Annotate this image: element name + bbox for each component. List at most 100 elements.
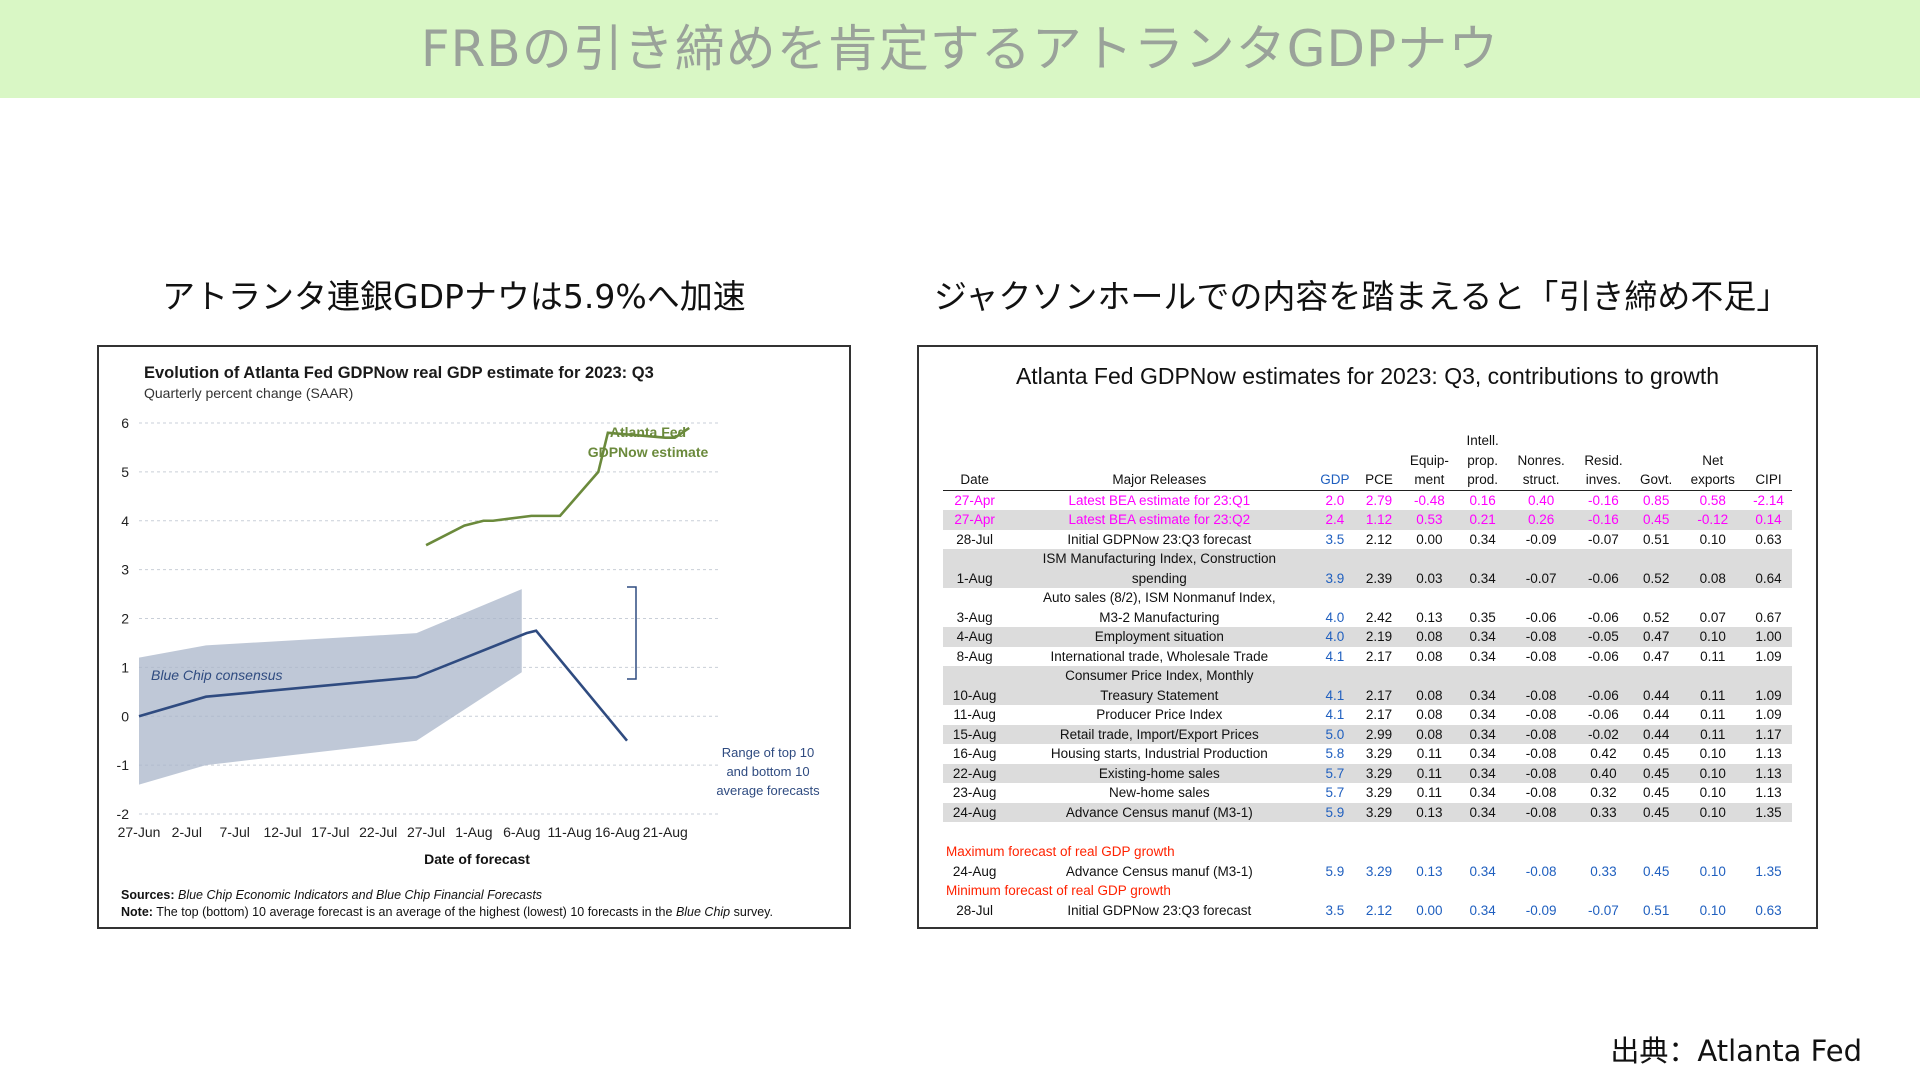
table-header-cell: Date bbox=[943, 431, 1007, 491]
value-cell: 0.21 bbox=[1458, 510, 1508, 530]
value-cell: 1.35 bbox=[1744, 802, 1792, 822]
left-subtitle: アトランタ連銀GDPナウは5.9%へ加速 bbox=[162, 277, 746, 316]
value-cell: -0.08 bbox=[1507, 666, 1576, 705]
value-cell: 0.10 bbox=[1699, 785, 1726, 800]
value-cell: 3.29 bbox=[1357, 763, 1401, 783]
release-cell: Initial GDPNow 23:Q3 forecast bbox=[1067, 902, 1252, 918]
value-cell: 0.34 bbox=[1458, 666, 1508, 705]
value-cell: -0.08 bbox=[1525, 863, 1557, 879]
range-annotation-line1: Range of top 10 bbox=[722, 745, 815, 760]
value-cell: 0.44 bbox=[1631, 724, 1681, 744]
value-cell: 0.13 bbox=[1416, 863, 1443, 879]
date-cell: 27-Apr bbox=[954, 492, 995, 508]
source-label: Sources: bbox=[121, 888, 175, 902]
value-cell: 0.34 bbox=[1469, 746, 1496, 761]
date-cell: 4-Aug bbox=[943, 627, 1007, 647]
gdpnow-annotation-line1: Atlanta Fed bbox=[610, 424, 686, 440]
value-cell: 0.40 bbox=[1527, 492, 1555, 508]
value-cell: 0.11 bbox=[1680, 724, 1745, 744]
table-row: 3-Aug Auto sales (8/2), ISM Nonmanuf Inde… bbox=[943, 588, 1792, 627]
spacer-row bbox=[943, 822, 1792, 842]
value-cell: 1.13 bbox=[1744, 763, 1792, 783]
value-cell: 3.5 bbox=[1325, 902, 1345, 918]
date-cell: 23-Aug bbox=[952, 785, 997, 800]
table-header-cell: Govt. bbox=[1631, 431, 1681, 491]
date-cell: 22-Aug bbox=[943, 763, 1007, 783]
value-cell: -0.06 bbox=[1525, 609, 1557, 625]
value-cell: 0.42 bbox=[1590, 746, 1617, 761]
value-cell: 0.08 bbox=[1416, 707, 1443, 722]
x-tick-label: 1-Aug bbox=[455, 824, 492, 840]
chart-source: Sources: Blue Chip Economic Indicators a… bbox=[121, 888, 542, 902]
value-cell: 0.63 bbox=[1755, 531, 1782, 547]
value-cell: -0.06 bbox=[1588, 707, 1619, 722]
date-cell: 16-Aug bbox=[952, 746, 997, 761]
table-header-row: Date Major Releases GDP PCE Equip-ment Intell… bbox=[943, 431, 1792, 491]
value-cell: -0.06 bbox=[1575, 549, 1632, 588]
note-text-2: survey. bbox=[730, 905, 773, 919]
value-cell: 0.34 bbox=[1469, 902, 1496, 918]
right-subtitle: ジャクソンホールでの内容を踏まえると「引き締め不足」 bbox=[934, 277, 1790, 316]
value-cell: 4.0 bbox=[1312, 627, 1358, 647]
release-cell: Housing starts, Industrial Production bbox=[1050, 746, 1268, 761]
note-label: Note: bbox=[121, 905, 153, 919]
value-cell: 0.40 bbox=[1575, 763, 1632, 783]
release-cell: ISM Manufacturing Index, Construction spe… bbox=[1006, 549, 1313, 588]
x-tick-label: 6-Aug bbox=[503, 824, 540, 840]
value-cell: -0.12 bbox=[1680, 510, 1745, 530]
value-cell: -0.07 bbox=[1588, 531, 1619, 547]
date-cell: 28-Jul bbox=[956, 531, 994, 547]
x-tick-label: 2-Jul bbox=[172, 824, 202, 840]
date-cell: 8-Aug bbox=[956, 648, 993, 664]
value-cell: 0.35 bbox=[1469, 609, 1496, 625]
bluechip-series-line bbox=[138, 629, 629, 742]
table-header-cell: PCE bbox=[1357, 431, 1401, 491]
value-cell: 3.29 bbox=[1365, 746, 1393, 761]
value-cell: 0.45 bbox=[1643, 863, 1670, 879]
note-text-italic: Blue Chip bbox=[675, 905, 731, 919]
value-cell: 0.11 bbox=[1700, 707, 1726, 722]
value-cell: -0.08 bbox=[1507, 763, 1576, 783]
value-cell: -0.08 bbox=[1507, 802, 1576, 822]
y-tick-label: 3 bbox=[121, 562, 129, 578]
release-cell: Retail trade, Import/Export Prices bbox=[1006, 724, 1313, 744]
table-row: 23-Aug New-home sales 5.7 3.29 0.11 0.34 -0.08… bbox=[943, 783, 1792, 803]
table-row: 24-Aug Advance Census manuf (M3-1) 5.9 3.29… bbox=[943, 802, 1792, 822]
value-cell: 4.1 bbox=[1325, 648, 1345, 664]
value-cell: 1.13 bbox=[1755, 746, 1782, 761]
value-cell: 0.10 bbox=[1699, 863, 1726, 879]
y-tick-label: 0 bbox=[121, 708, 129, 724]
value-cell: -0.08 bbox=[1507, 724, 1576, 744]
value-cell: 2.79 bbox=[1365, 492, 1393, 508]
date-cell: 1-Aug bbox=[943, 549, 1007, 588]
value-cell: 2.17 bbox=[1365, 707, 1393, 722]
table-row: 1-Aug ISM Manufacturing Index, Constructi… bbox=[943, 549, 1792, 588]
chart-subtitle: Quarterly percent change (SAAR) bbox=[144, 385, 354, 401]
value-cell: 0.67 bbox=[1755, 609, 1782, 625]
y-tick-label: 1 bbox=[121, 659, 129, 675]
value-cell: 5.7 bbox=[1325, 785, 1345, 800]
value-cell: 0.10 bbox=[1680, 763, 1745, 783]
value-cell: -0.07 bbox=[1507, 549, 1576, 588]
value-cell: 0.51 bbox=[1643, 531, 1670, 547]
table-row: 16-Aug Housing starts, Industrial Product… bbox=[943, 744, 1792, 764]
table-row: 10-Aug Consumer Price Index, Monthly Treas… bbox=[943, 666, 1792, 705]
range-bracket bbox=[627, 586, 637, 680]
value-cell: 3.9 bbox=[1312, 549, 1358, 588]
value-cell: 0.00 bbox=[1416, 902, 1443, 918]
table-row: 4-Aug Employment situation 4.0 2.19 0.08 0.34… bbox=[943, 627, 1792, 647]
value-cell: -0.05 bbox=[1575, 627, 1632, 647]
value-cell: 4.1 bbox=[1325, 707, 1345, 722]
release-cell: New-home sales bbox=[1109, 785, 1210, 800]
x-tick-label: 17-Jul bbox=[311, 824, 349, 840]
value-cell: 0.85 bbox=[1643, 492, 1670, 508]
table-row: 28-Jul Initial GDPNow 23:Q3 forecast 3.5 2.… bbox=[943, 901, 1792, 921]
y-tick-label: 2 bbox=[121, 611, 129, 627]
date-cell: 24-Aug bbox=[943, 802, 1007, 822]
value-cell: 0.64 bbox=[1744, 549, 1792, 588]
value-cell: 0.44 bbox=[1643, 707, 1670, 722]
y-tick-label: 4 bbox=[121, 513, 129, 529]
value-cell: 0.45 bbox=[1631, 763, 1681, 783]
x-tick-label: 16-Aug bbox=[595, 824, 640, 840]
x-tick-label: 11-Aug bbox=[548, 824, 592, 840]
